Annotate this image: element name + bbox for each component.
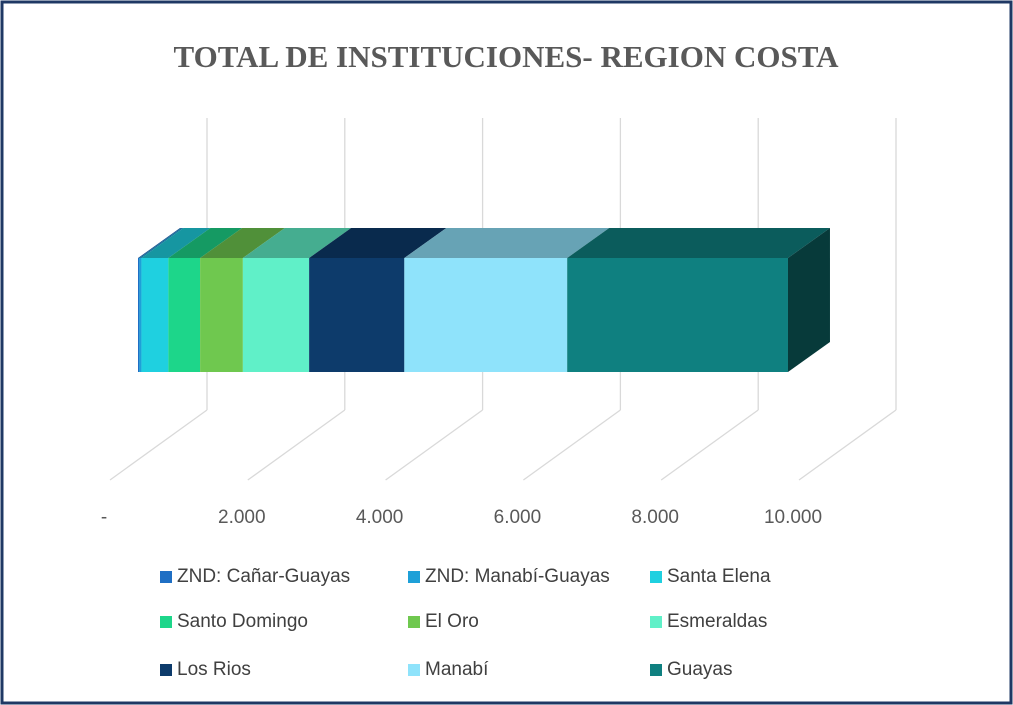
bar	[168, 258, 201, 372]
legend-label: Manabí	[425, 659, 489, 680]
x-tick-label: -	[101, 507, 107, 528]
legend-label: Esmeraldas	[667, 611, 767, 632]
legend-label: Los Rios	[177, 659, 251, 680]
legend-label: El Oro	[425, 611, 479, 632]
bar-top	[141, 228, 211, 258]
bar-top	[168, 228, 243, 258]
legend-label: Santo Domingo	[177, 611, 308, 632]
floor-line	[247, 409, 346, 481]
bar	[141, 258, 169, 372]
floor-line	[523, 409, 621, 481]
bar	[138, 258, 140, 372]
x-tick-label: 2.000	[218, 507, 266, 528]
chart-title: TOTAL DE INSTITUCIONES- REGION COSTA	[174, 39, 840, 74]
bar-top	[567, 228, 830, 258]
bar-top	[200, 228, 285, 258]
legend-label: ZND: Manabí-Guayas	[425, 566, 610, 587]
x-tick-label: 4.000	[356, 507, 404, 528]
bar-top	[138, 228, 182, 258]
legend-swatch	[650, 616, 662, 628]
floor-line	[660, 409, 759, 481]
floor-line	[385, 409, 483, 481]
bar-top	[242, 228, 352, 258]
bar-top	[309, 228, 447, 258]
legend-swatch	[650, 571, 662, 583]
x-tick-label: 6.000	[494, 507, 542, 528]
legend-swatch	[408, 664, 420, 676]
bar	[309, 258, 405, 372]
bar	[242, 258, 310, 372]
bar-top	[139, 228, 184, 258]
legend-swatch	[650, 664, 662, 676]
legend-swatch	[160, 664, 172, 676]
legend-swatch	[160, 571, 172, 583]
floor-line	[798, 409, 897, 481]
floor-line	[109, 409, 208, 481]
bar	[139, 258, 142, 372]
bar-side	[787, 228, 830, 372]
legend-label: Guayas	[667, 659, 732, 680]
legend-label: ZND: Cañar-Guayas	[177, 566, 350, 587]
legend-label: Santa Elena	[667, 566, 771, 587]
x-tick-label: 8.000	[631, 507, 679, 528]
x-tick-label: 10.000	[764, 507, 822, 528]
bar	[200, 258, 243, 372]
legend-swatch	[160, 616, 172, 628]
bar-top	[404, 228, 610, 258]
bar	[404, 258, 568, 372]
legend-swatch	[408, 571, 420, 583]
bar	[567, 258, 788, 372]
legend-swatch	[408, 616, 420, 628]
